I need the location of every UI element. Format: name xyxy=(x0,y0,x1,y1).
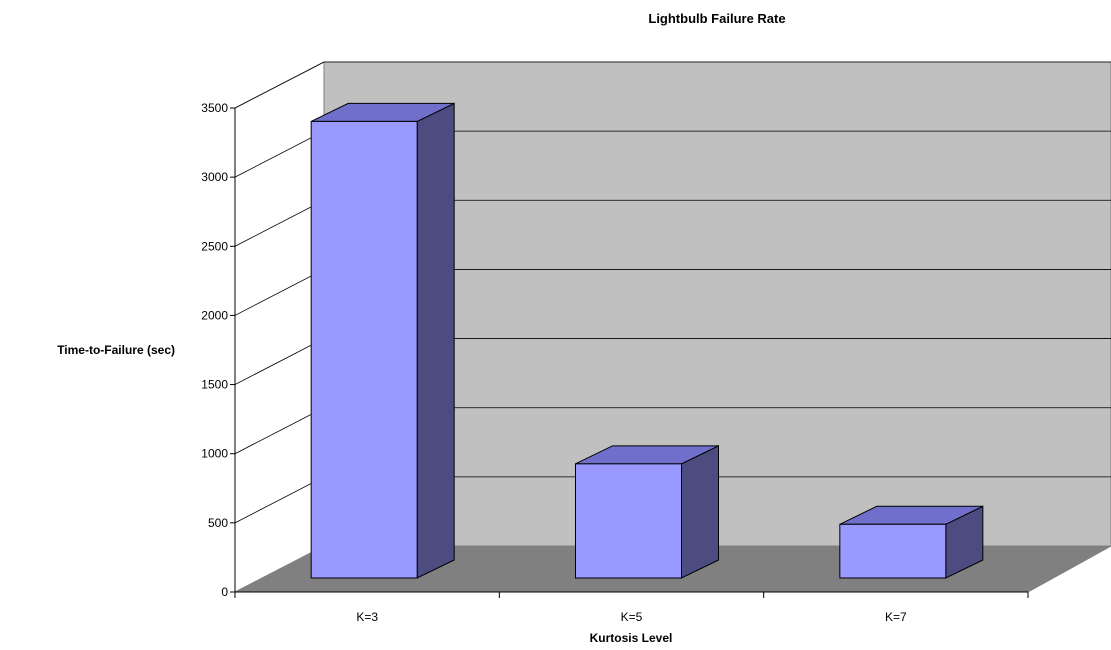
bar-front xyxy=(310,120,418,579)
bar-front xyxy=(839,523,947,579)
bar-side xyxy=(416,102,455,579)
bars xyxy=(310,102,984,579)
bar-side xyxy=(681,445,719,579)
y-axis-label: Time-to-Failure (sec) xyxy=(57,343,175,357)
bar-2 xyxy=(575,445,719,579)
chart-title: Lightbulb Failure Rate xyxy=(648,11,785,26)
y-tick-label: 1000 xyxy=(201,447,228,461)
x-tick-label: K=3 xyxy=(356,610,378,624)
bar-3 xyxy=(839,505,984,579)
y-tick-label: 3000 xyxy=(201,170,228,184)
x-axis-label: Kurtosis Level xyxy=(590,631,673,645)
y-tick-label: 0 xyxy=(221,585,228,599)
y-axis-ticks: 0 500 1000 1500 2000 2500 3000 3500 xyxy=(201,101,235,599)
x-axis-ticks: K=3 K=5 K=7 xyxy=(234,592,1029,624)
y-tick-label: 1500 xyxy=(201,378,228,392)
y-tick-label: 500 xyxy=(208,516,228,530)
gridline xyxy=(234,61,1111,109)
bar-front xyxy=(575,463,682,579)
x-tick-label: K=7 xyxy=(885,610,907,624)
y-tick-label: 2500 xyxy=(201,239,228,253)
bar-1 xyxy=(310,102,455,579)
y-tick-label: 2000 xyxy=(201,308,228,322)
x-tick-label: K=5 xyxy=(621,610,643,624)
chart-side-wall-edge xyxy=(234,61,325,592)
y-tick-label: 3500 xyxy=(201,101,228,115)
